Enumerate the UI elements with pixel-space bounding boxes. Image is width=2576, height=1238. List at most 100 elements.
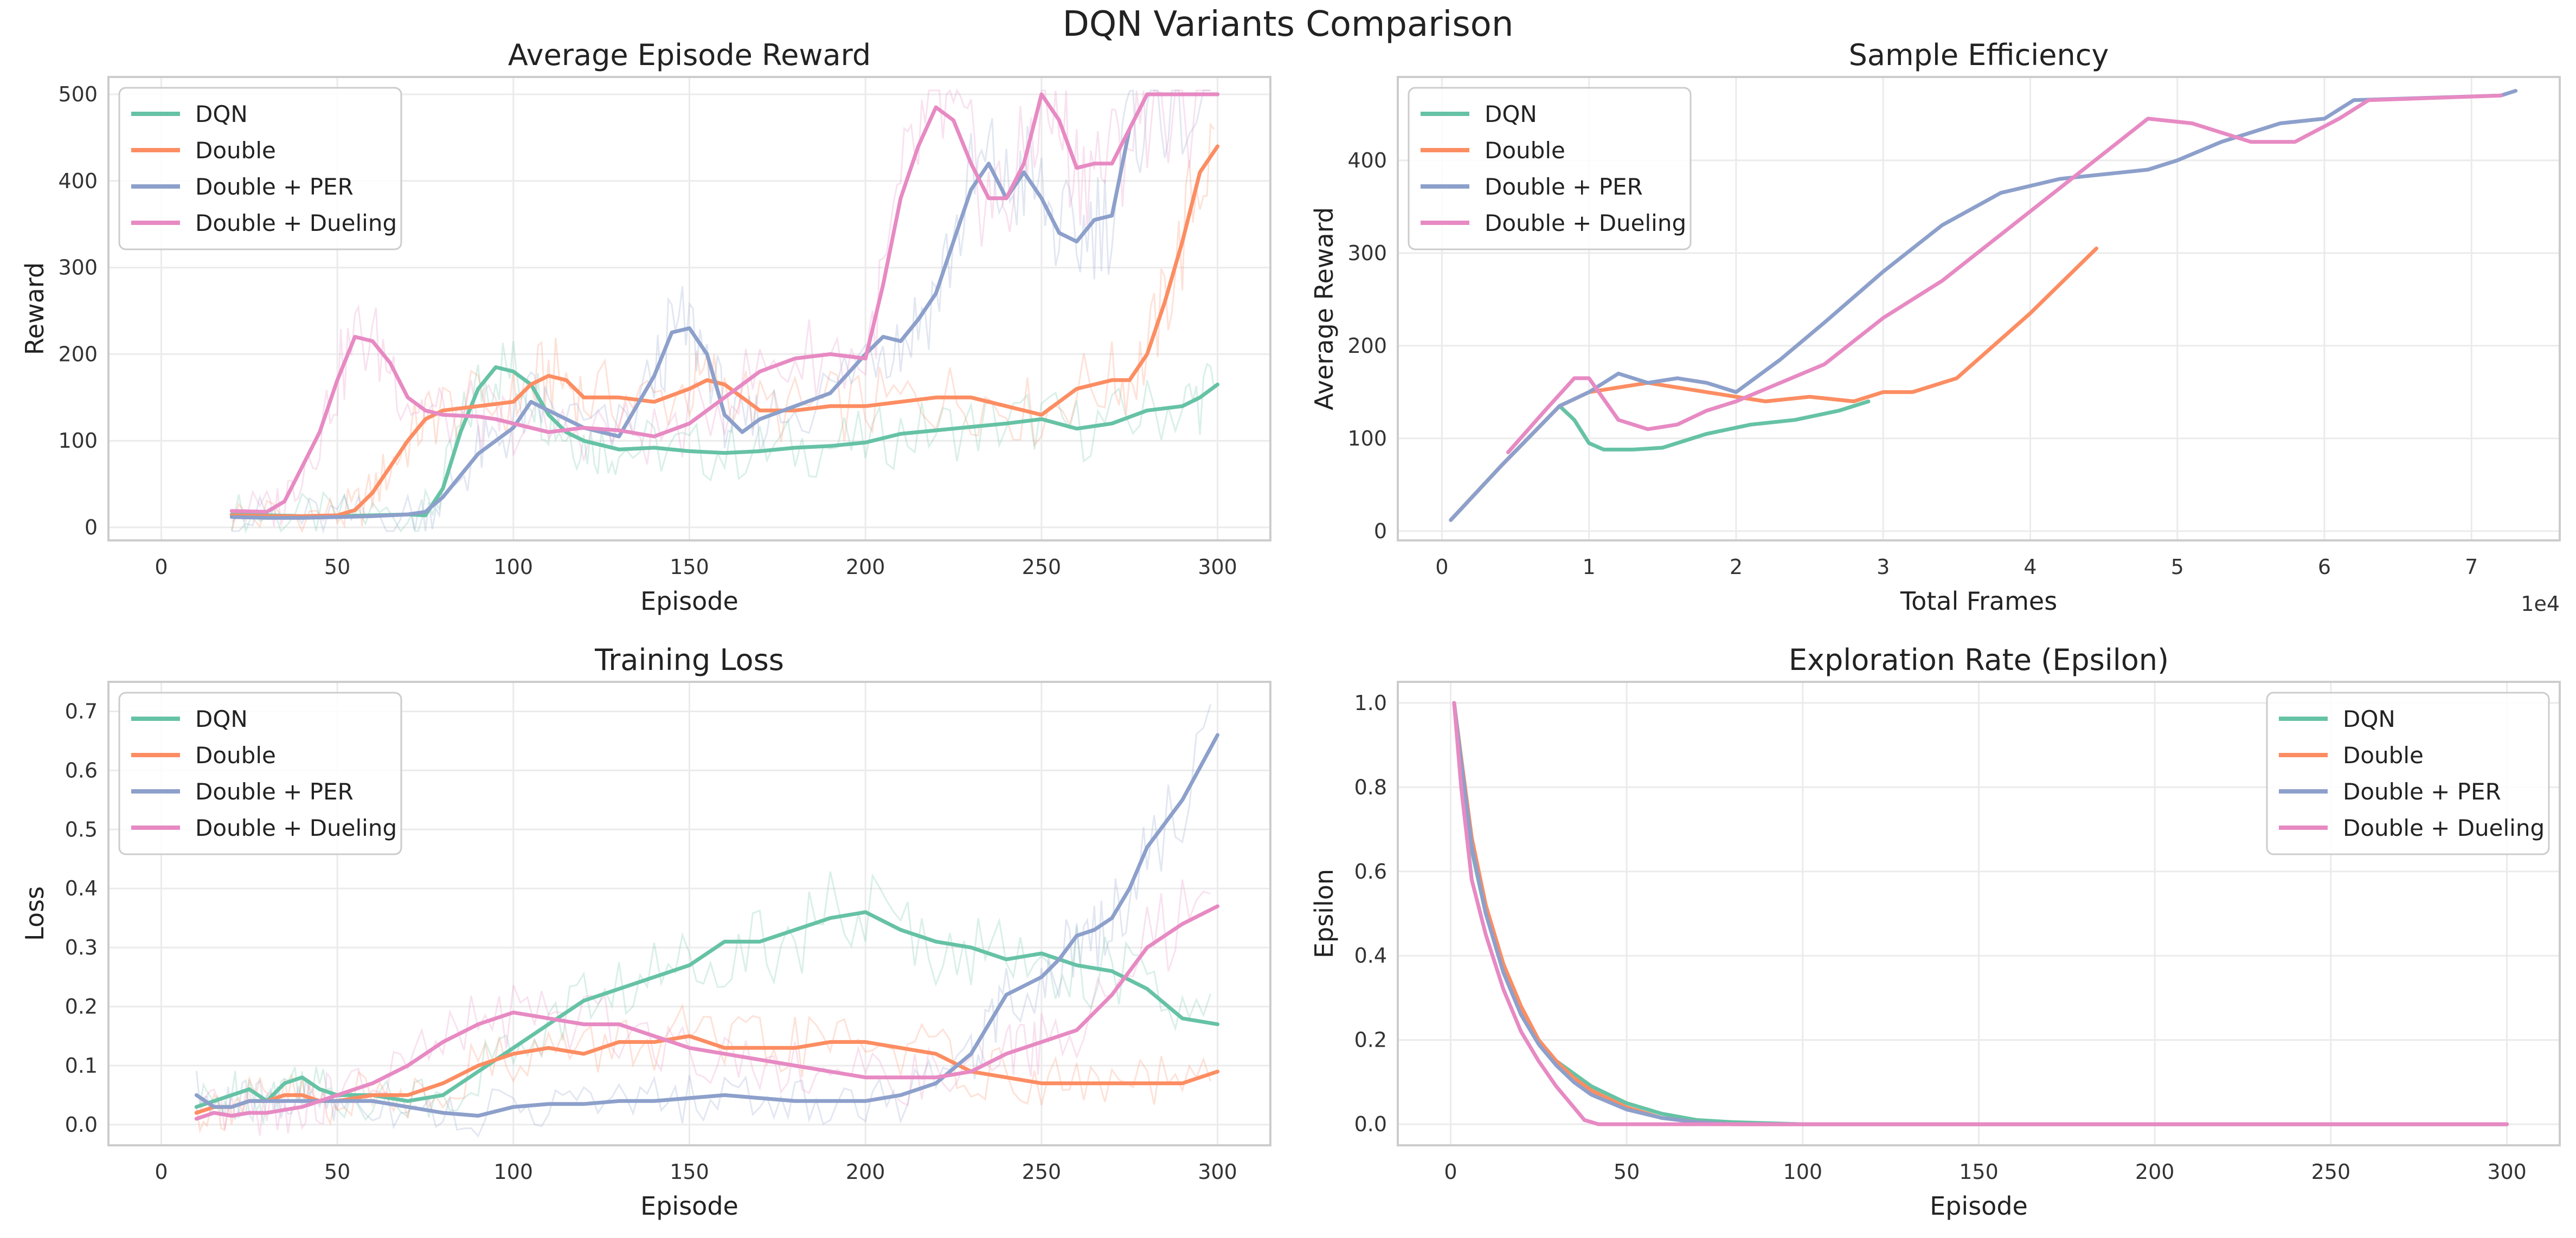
- legend: DQN Double Double + PER Double + Dueling: [1408, 87, 1692, 250]
- x-tick-label: 3: [1877, 555, 1890, 579]
- x-tick-label: 6: [2318, 555, 2331, 579]
- x-tick-label: 1: [1583, 555, 1596, 579]
- y-tick-label: 300: [1347, 241, 1387, 265]
- legend-label-dqn: DQN: [195, 101, 248, 127]
- y-axis-label: Epsilon: [1309, 869, 1339, 958]
- x-tick-label: 250: [1022, 1160, 1062, 1184]
- series-line-dqn: [1449, 399, 1871, 522]
- x-tick-label: 300: [2487, 1160, 2527, 1184]
- raw-trace-double: [195, 1003, 1212, 1134]
- x-tick-label: 0: [1444, 1160, 1457, 1184]
- y-tick-label: 0.4: [65, 876, 98, 900]
- x-axis-label: Episode: [640, 1191, 738, 1221]
- legend-label-double-dueling: Double + Dueling: [195, 815, 397, 841]
- y-tick-label: 500: [58, 82, 98, 106]
- panel-title: Training Loss: [594, 643, 784, 677]
- y-tick-label: 300: [58, 256, 98, 280]
- y-axis-label: Average Reward: [1309, 207, 1339, 410]
- legend: DQN Double Double + PER Double + Dueling: [118, 692, 402, 855]
- y-tick-label: 0.2: [1354, 1028, 1387, 1052]
- x-tick-label: 4: [2023, 555, 2037, 579]
- legend-label-dqn: DQN: [1485, 101, 1537, 127]
- x-tick-label: 0: [155, 1160, 168, 1184]
- x-tick-label: 100: [494, 1160, 534, 1184]
- y-tick-label: 0: [85, 515, 98, 539]
- reward-panel: 0 50 100 150 200 250 300 0 100 200 300 400 500 Episod…: [20, 38, 1271, 616]
- x-tick-label: 50: [324, 555, 350, 579]
- y-tick-label: 200: [1347, 334, 1387, 358]
- epsilon-panel: 0 50 100 150 200 250 300 0.0 0.2 0.4 0.6 0.8 1.0 Epis…: [1309, 643, 2561, 1221]
- x-tick-label: 5: [2171, 555, 2184, 579]
- raw-trace-dqn: [230, 341, 1215, 534]
- legend-label-double: Double: [1485, 137, 1565, 164]
- legend-label-double: Double: [195, 742, 276, 769]
- series-line-double-per: [194, 733, 1220, 1118]
- y-tick-label: 0.0: [65, 1113, 98, 1137]
- series-line-double: [229, 144, 1220, 518]
- series-line-dqn: [194, 910, 1220, 1109]
- x-tick-label: 7: [2465, 555, 2478, 579]
- y-tick-label: 0.5: [65, 817, 98, 841]
- y-axis-label: Reward: [20, 262, 49, 355]
- x-tick-label: 50: [324, 1160, 350, 1184]
- x-tick-label: 300: [1198, 555, 1237, 579]
- figure-title: DQN Variants Comparison: [1062, 4, 1514, 44]
- series-line-double-dueling: [229, 92, 1220, 514]
- panel-title: Exploration Rate (Epsilon): [1789, 643, 2169, 677]
- raw-trace-double-dueling: [231, 88, 1211, 527]
- x-axis-label: Episode: [1930, 1191, 2028, 1221]
- series-line-double: [194, 1034, 1220, 1115]
- x-tick-label: 200: [846, 555, 885, 579]
- plot-frame: [1397, 681, 2561, 1146]
- y-tick-label: 0: [1374, 519, 1387, 543]
- x-axis-label: Total Frames: [1900, 586, 2057, 616]
- legend-label-double-dueling: Double + Dueling: [195, 210, 397, 236]
- series-line-double-dueling: [1506, 93, 2503, 454]
- training-loss-panel: 0 50 100 150 200 250 300 0.0 0.1 0.2 0.3 0.4 0.5 0.6 0…: [20, 643, 1271, 1221]
- x-tick-label: 100: [1783, 1160, 1823, 1184]
- x-tick-label: 0: [155, 555, 168, 579]
- panel-title: Sample Efficiency: [1849, 38, 2109, 72]
- series-line-double-dueling: [1452, 701, 2509, 1126]
- legend-label-dqn: DQN: [195, 706, 248, 732]
- x-tick-label: 150: [1959, 1160, 1999, 1184]
- y-tick-label: 0.7: [65, 699, 98, 723]
- series-line-double-per: [1449, 89, 2518, 522]
- legend: DQN Double Double + PER Double + Dueling: [118, 87, 402, 250]
- y-tick-label: 0.6: [65, 758, 98, 782]
- panel-title: Average Episode Reward: [508, 38, 871, 72]
- legend-label-dqn: DQN: [2343, 706, 2395, 732]
- x-tick-label: 200: [846, 1160, 885, 1184]
- x-tick-label: 150: [670, 1160, 709, 1184]
- x-axis-label: Episode: [640, 586, 738, 616]
- y-tick-label: 0.4: [1354, 944, 1387, 968]
- y-tick-label: 200: [58, 342, 98, 366]
- legend-label-double: Double: [195, 137, 276, 164]
- legend-label-double-dueling: Double + Dueling: [2343, 815, 2545, 841]
- x-tick-label: 250: [1022, 555, 1062, 579]
- legend-label-double-per: Double + PER: [1485, 173, 1643, 200]
- series-line-double-dueling: [194, 904, 1220, 1121]
- x-tick-label: 100: [494, 555, 534, 579]
- x-tick-label: 50: [1614, 1160, 1640, 1184]
- y-tick-label: 0.0: [1354, 1112, 1387, 1136]
- raw-trace-dqn: [196, 871, 1212, 1124]
- y-axis-label: Loss: [20, 886, 49, 941]
- x-tick-label: 250: [2311, 1160, 2351, 1184]
- series-line-double-per: [229, 92, 1220, 520]
- series-line-dqn: [229, 365, 1220, 518]
- x-offset-label: 1e4: [2521, 592, 2560, 616]
- y-tick-label: 0.8: [1354, 775, 1387, 799]
- legend-box: [2266, 692, 2550, 855]
- x-tick-label: 2: [1730, 555, 1743, 579]
- legend: DQN Double Double + PER Double + Dueling: [2266, 692, 2550, 855]
- y-tick-label: 0.6: [1354, 860, 1387, 884]
- x-tick-label: 0: [1435, 555, 1448, 579]
- legend-label-double-per: Double + PER: [195, 173, 354, 200]
- plot-frame: [107, 76, 1271, 541]
- x-tick-label: 300: [1198, 1160, 1237, 1184]
- legend-box: [118, 87, 402, 250]
- sample-efficiency-panel: 0 1 2 3 4 5 6 7 0 100 200 300 400 Total Frames Average…: [1309, 38, 2561, 616]
- y-tick-label: 400: [58, 169, 98, 193]
